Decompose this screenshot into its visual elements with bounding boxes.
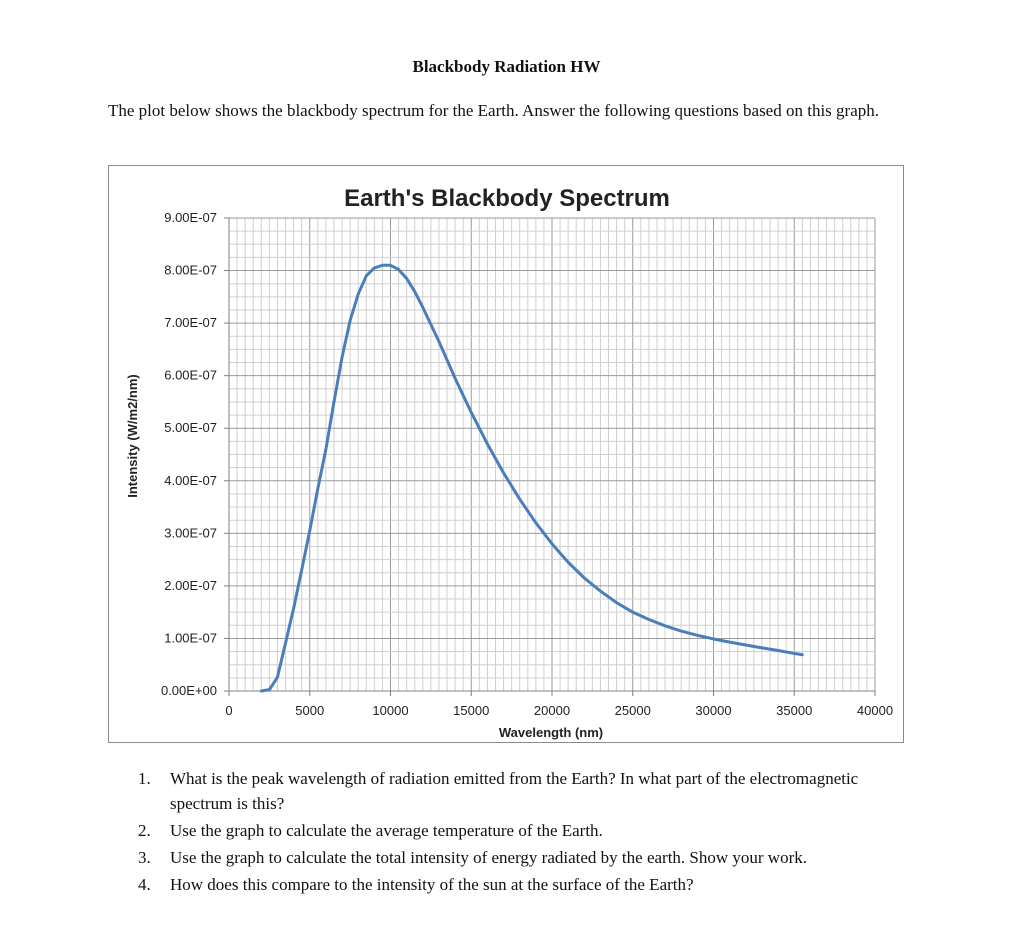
intro-paragraph: The plot below shows the blackbody spect… [108,101,879,120]
x-tick-label: 40000 [857,703,893,718]
x-tick-label: 35000 [776,703,812,718]
x-axis-label: Wavelength (nm) [499,725,603,740]
question-number: 2. [138,821,151,840]
question-text: What is the peak wavelength of radiation… [170,769,859,813]
y-tick-label: 0.00E+00 [161,683,217,698]
question-item: 2. Use the graph to calculate the averag… [138,818,898,843]
x-tick-label: 15000 [453,703,489,718]
question-number: 3. [138,848,151,867]
y-tick-label: 9.00E-07 [164,210,217,225]
x-tick-label: 25000 [615,703,651,718]
y-tick-label: 1.00E-07 [164,630,217,645]
document-title: Blackbody Radiation HW [412,57,601,76]
y-tick-label: 8.00E-07 [164,263,217,278]
question-item: 1. What is the peak wavelength of radiat… [138,766,898,816]
x-tick-label: 10000 [372,703,408,718]
y-tick-label: 2.00E-07 [164,578,217,593]
y-tick-label: 3.00E-07 [164,525,217,540]
question-list: 1. What is the peak wavelength of radiat… [138,766,898,899]
chart-title: Earth's Blackbody Spectrum [344,185,670,212]
x-tick-label: 0 [225,703,232,718]
question-item: 4. How does this compare to the intensit… [138,872,898,897]
chart-series [259,263,804,693]
chart-frame: Earth's Blackbody Spectrum 0 5000 10000 150… [108,165,904,743]
y-tick-label: 7.00E-07 [164,315,217,330]
question-text: How does this compare to the intensity o… [170,875,694,894]
x-tick-label: 20000 [534,703,570,718]
y-axis-label: Intensity (W/m2/nm) [125,374,140,498]
question-text: Use the graph to calculate the total int… [170,848,807,867]
spectrum-line [259,263,804,693]
chart-grid [229,217,876,691]
y-tick-label: 5.00E-07 [164,420,217,435]
blackbody-chart: Earth's Blackbody Spectrum 0 5000 10000 150… [125,185,893,740]
y-tick-label: 6.00E-07 [164,368,217,383]
question-number: 4. [138,875,151,894]
y-tick-label: 4.00E-07 [164,473,217,488]
question-number: 1. [138,769,151,788]
chart-tick-labels: 0 5000 10000 15000 20000 25000 30000 35000 40000… [161,210,893,718]
x-tick-label: 5000 [295,703,324,718]
chart-axes [224,217,876,696]
question-item: 3. Use the graph to calculate the total … [138,845,898,870]
x-tick-label: 30000 [695,703,731,718]
question-text: Use the graph to calculate the average t… [170,821,603,840]
